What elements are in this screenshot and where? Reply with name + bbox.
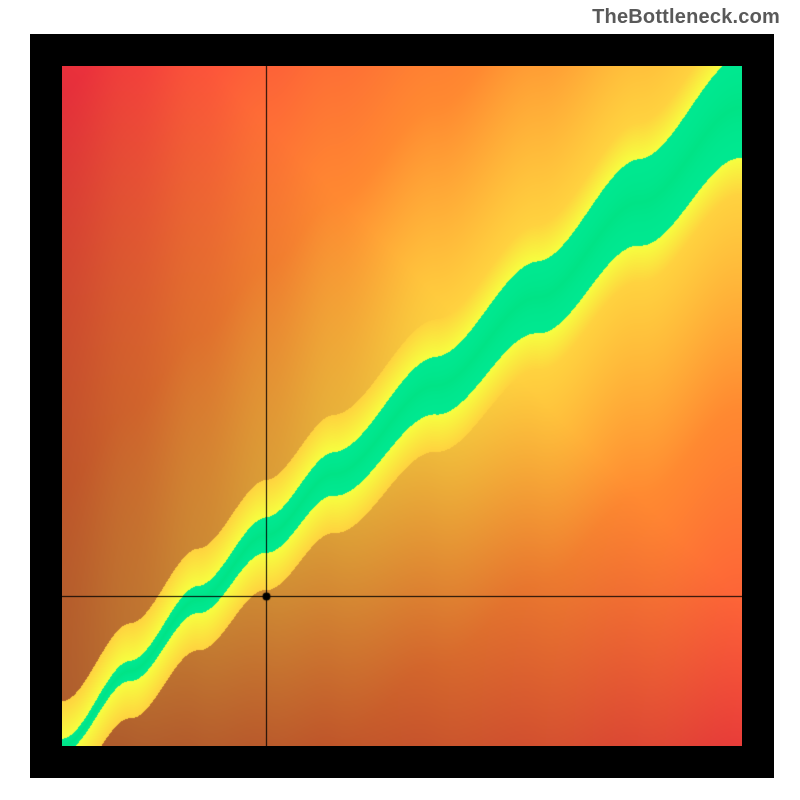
figure-root: TheBottleneck.com	[0, 0, 800, 800]
attribution-label: TheBottleneck.com	[592, 6, 780, 29]
crosshair-overlay	[62, 66, 742, 746]
